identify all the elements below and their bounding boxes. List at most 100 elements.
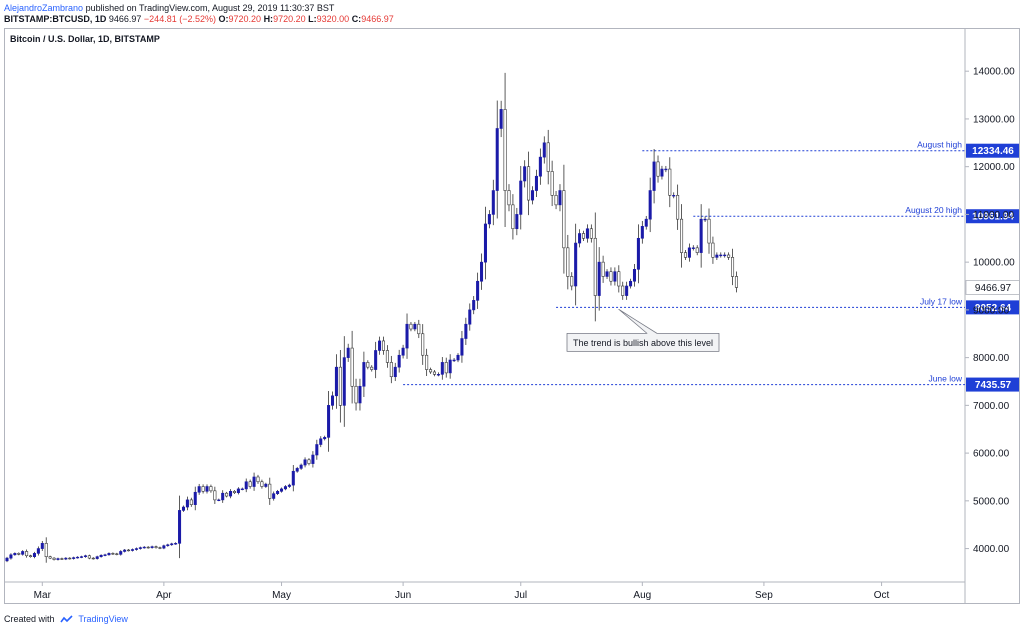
candle-down	[48, 556, 52, 559]
low-label: L:	[308, 14, 317, 24]
candle-down	[444, 362, 448, 374]
candle-down	[385, 350, 389, 363]
candle-down	[25, 551, 29, 557]
candle-up	[719, 254, 723, 257]
x-tick-label: Jul	[514, 590, 527, 601]
annotation-text: The trend is bullish above this level	[573, 338, 713, 348]
candle-down	[350, 347, 354, 387]
ohlc-bar: BITSTAMP:BTCUSD, 1D 9466.97 −244.81 (−2.…	[4, 14, 394, 24]
candle-up	[464, 323, 468, 339]
candle-up	[299, 464, 303, 469]
candle-up	[578, 233, 582, 244]
x-tick-label: Oct	[874, 590, 890, 601]
candle-up	[393, 366, 397, 378]
candle-up	[538, 156, 542, 177]
candle-up	[483, 223, 487, 263]
candle-up	[103, 554, 107, 556]
chart-frame[interactable]: Bitcoin / U.S. Dollar, 1D, BITSTAMP Augu…	[4, 28, 1020, 604]
candle-up	[401, 347, 405, 356]
created-with-text: Created with	[4, 614, 55, 624]
candle-up	[252, 476, 256, 487]
candle-up	[413, 323, 417, 330]
candle-down	[589, 228, 593, 239]
candle-down	[676, 195, 680, 220]
high-label: H:	[263, 14, 274, 24]
candle-down	[366, 362, 370, 368]
candle-down	[432, 371, 436, 375]
candle-down	[503, 109, 507, 191]
candle-down	[256, 476, 260, 483]
candle-up	[629, 280, 633, 287]
candle-down	[201, 486, 205, 492]
candle-up	[346, 347, 350, 358]
candle-down	[507, 190, 511, 206]
candle-up	[664, 168, 668, 171]
level-price-tag-text: 9052.64	[975, 303, 1012, 314]
candle-up	[468, 309, 472, 325]
candle-down	[115, 553, 119, 555]
tradingview-logo-icon	[60, 615, 73, 623]
candle-down	[209, 486, 213, 492]
x-tick-label: Mar	[34, 590, 52, 601]
candle-up	[597, 261, 601, 296]
author-link[interactable]: AlejandroZambrano	[4, 3, 84, 13]
candle-up	[699, 218, 703, 253]
candle-down	[570, 276, 574, 287]
candle-down	[621, 285, 625, 296]
candle-up	[613, 271, 617, 282]
candle-up	[531, 190, 535, 201]
y-tick-label: 6000.00	[973, 449, 1010, 460]
candle-up	[632, 269, 637, 282]
level-price-tag	[966, 377, 1019, 392]
candle-up	[170, 543, 174, 546]
candle-down	[354, 385, 358, 404]
candle-up	[99, 554, 103, 557]
candle-down	[695, 247, 699, 253]
candle-up	[648, 190, 652, 220]
candle-down	[29, 555, 33, 557]
candle-up	[178, 510, 182, 544]
price-chart[interactable]: Bitcoin / U.S. Dollar, 1D, BITSTAMP Augu…	[5, 29, 1020, 604]
close-value: 9466.97	[361, 14, 394, 24]
candle-down	[511, 204, 515, 230]
candle-up	[276, 490, 280, 494]
candle-up	[64, 557, 68, 560]
candle-down	[17, 553, 21, 555]
y-tick-label: 9000.00	[973, 305, 1010, 316]
candle-up	[5, 557, 9, 562]
candle-down	[550, 171, 554, 196]
high-value: 9720.20	[273, 14, 306, 24]
candle-up	[315, 444, 319, 456]
candle-up	[123, 549, 127, 552]
candle-up	[174, 543, 178, 545]
candle-up	[358, 385, 362, 404]
y-tick-label: 4000.00	[973, 544, 1010, 555]
candle-up	[436, 374, 440, 376]
candle-up	[185, 499, 189, 508]
candle-up	[448, 359, 452, 374]
tradingview-brand[interactable]: TradingView	[78, 614, 128, 624]
published-text: published on TradingView.com, August 29,…	[85, 3, 335, 13]
candle-up	[723, 254, 727, 257]
candle-down	[734, 276, 738, 288]
candle-up	[440, 362, 444, 375]
candle-up	[264, 483, 268, 487]
candle-up	[644, 218, 648, 227]
candle-up	[487, 214, 491, 225]
candle-up	[574, 242, 578, 287]
candle-up	[181, 506, 185, 511]
candle-up	[523, 166, 527, 182]
publish-info: AlejandroZambrano published on TradingVi…	[4, 3, 334, 13]
candle-down	[421, 333, 425, 356]
candle-up	[134, 548, 138, 550]
chart-title: Bitcoin / U.S. Dollar, 1D, BITSTAMP	[10, 34, 160, 44]
candle-up	[534, 175, 538, 191]
low-value: 9320.00	[316, 14, 350, 24]
candle-down	[389, 362, 393, 378]
candle-up	[405, 323, 409, 349]
candle-up	[166, 544, 170, 547]
candle-down	[87, 555, 91, 559]
candle-up	[636, 237, 640, 270]
level-price-tag	[966, 209, 1019, 224]
candle-up	[311, 454, 315, 464]
